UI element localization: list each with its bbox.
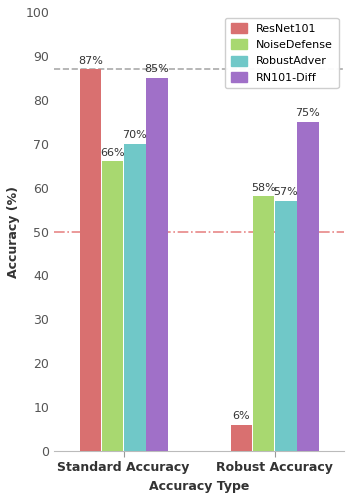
Text: 58%: 58% <box>251 183 276 193</box>
Text: 85%: 85% <box>145 64 169 74</box>
Bar <box>80 69 101 451</box>
Text: 87%: 87% <box>78 56 103 66</box>
Legend: ResNet101, NoiseDefense, RobustAdver, RN101-Diff: ResNet101, NoiseDefense, RobustAdver, RN… <box>225 18 338 88</box>
Bar <box>253 196 274 451</box>
Y-axis label: Accuracy (%): Accuracy (%) <box>7 186 20 278</box>
Bar <box>102 162 124 451</box>
Bar <box>146 78 168 451</box>
Bar <box>231 424 252 451</box>
Bar <box>275 201 297 451</box>
Bar <box>124 144 146 451</box>
Text: 66%: 66% <box>100 148 125 158</box>
X-axis label: Accuracy Type: Accuracy Type <box>149 480 249 493</box>
Text: 57%: 57% <box>273 188 298 198</box>
Text: 75%: 75% <box>296 108 320 118</box>
Text: 70%: 70% <box>122 130 147 140</box>
Bar <box>297 122 319 451</box>
Text: 6%: 6% <box>233 411 250 421</box>
